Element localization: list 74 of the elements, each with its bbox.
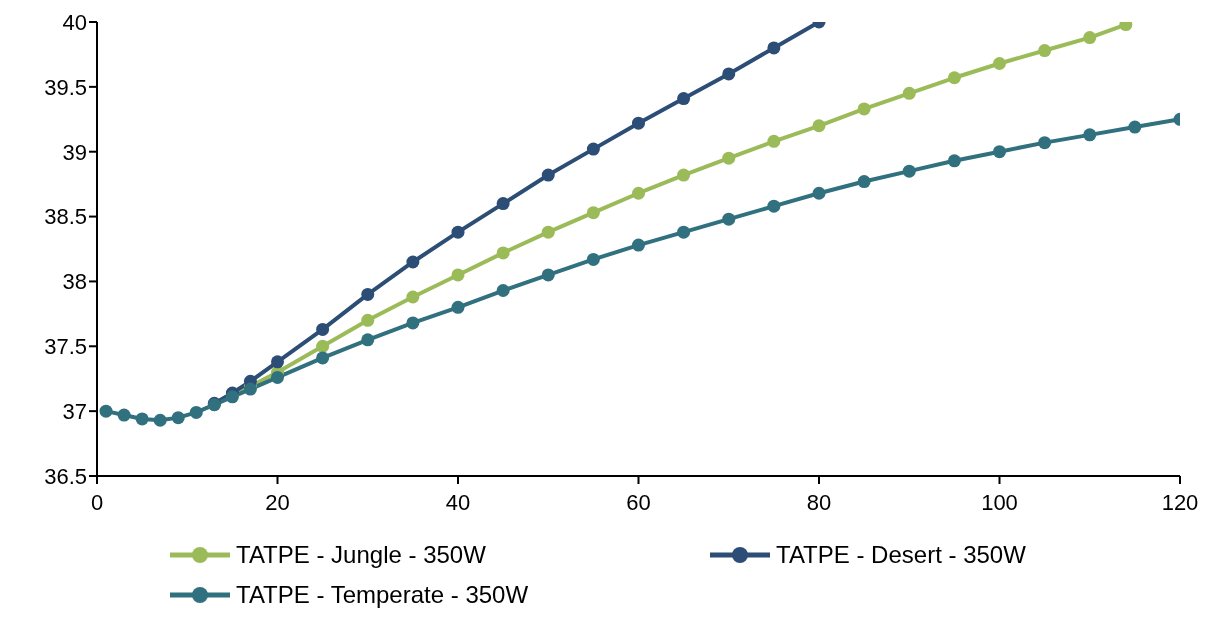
y-tick-label: 38.5 — [44, 204, 87, 230]
point — [993, 57, 1006, 71]
point — [677, 168, 691, 182]
point — [496, 197, 510, 211]
point — [361, 333, 375, 347]
point — [677, 225, 691, 239]
point — [586, 142, 600, 156]
point — [812, 186, 826, 200]
point — [361, 313, 375, 327]
point — [541, 168, 555, 182]
point — [316, 351, 330, 365]
point — [677, 92, 691, 106]
point — [406, 290, 420, 304]
legend-label: TATPE - Jungle - 350W — [236, 541, 486, 569]
x-tick-label: 40 — [445, 489, 471, 515]
point — [189, 405, 203, 419]
point — [361, 287, 375, 301]
y-tick-label: 39.5 — [44, 74, 87, 100]
point — [406, 316, 420, 330]
point — [947, 71, 961, 85]
point — [135, 412, 149, 426]
point — [722, 67, 736, 81]
point — [496, 246, 510, 260]
y-tick-label: 37 — [62, 398, 87, 424]
point — [496, 284, 510, 298]
legend-label: TATPE - Temperate - 350W — [236, 581, 529, 609]
point — [1038, 136, 1052, 150]
point — [857, 102, 871, 116]
point — [947, 154, 961, 168]
point — [171, 411, 185, 425]
y-tick-label: 39 — [62, 139, 87, 165]
point — [586, 206, 600, 220]
y-tick-label: 37.5 — [44, 334, 87, 360]
point — [153, 413, 167, 427]
x-tick-label: 80 — [806, 489, 832, 515]
x-tick-label: 120 — [1161, 489, 1199, 515]
point — [316, 339, 330, 353]
point — [271, 370, 284, 384]
point — [541, 268, 555, 282]
point — [451, 300, 465, 314]
point — [812, 119, 826, 133]
point — [993, 145, 1006, 159]
point — [271, 355, 284, 369]
point — [451, 225, 465, 239]
x-tick-label: 20 — [265, 489, 290, 515]
point — [451, 268, 465, 282]
y-tick-label: 36.5 — [44, 463, 87, 489]
point — [767, 41, 781, 55]
y-tick-label: 38 — [62, 269, 87, 295]
point — [1128, 120, 1142, 134]
x-tick-label: 60 — [626, 489, 651, 515]
point — [316, 322, 330, 336]
point — [586, 252, 600, 266]
point — [1083, 128, 1097, 142]
point — [857, 175, 871, 189]
point — [117, 408, 131, 422]
point — [1038, 44, 1052, 58]
y-tick-label: 40 — [62, 9, 87, 35]
x-tick-label: 0 — [90, 489, 104, 515]
point — [541, 225, 555, 239]
legend-label: TATPE - Desert - 350W — [776, 541, 1026, 569]
point — [99, 404, 113, 418]
point — [722, 151, 736, 165]
point — [767, 199, 781, 213]
point — [632, 116, 645, 130]
point — [767, 134, 781, 148]
point — [1083, 31, 1097, 45]
point — [902, 164, 916, 178]
point — [632, 238, 645, 252]
point — [632, 186, 645, 200]
point — [722, 212, 736, 226]
point — [406, 255, 420, 269]
point — [902, 86, 916, 100]
x-tick-label: 100 — [981, 489, 1018, 515]
